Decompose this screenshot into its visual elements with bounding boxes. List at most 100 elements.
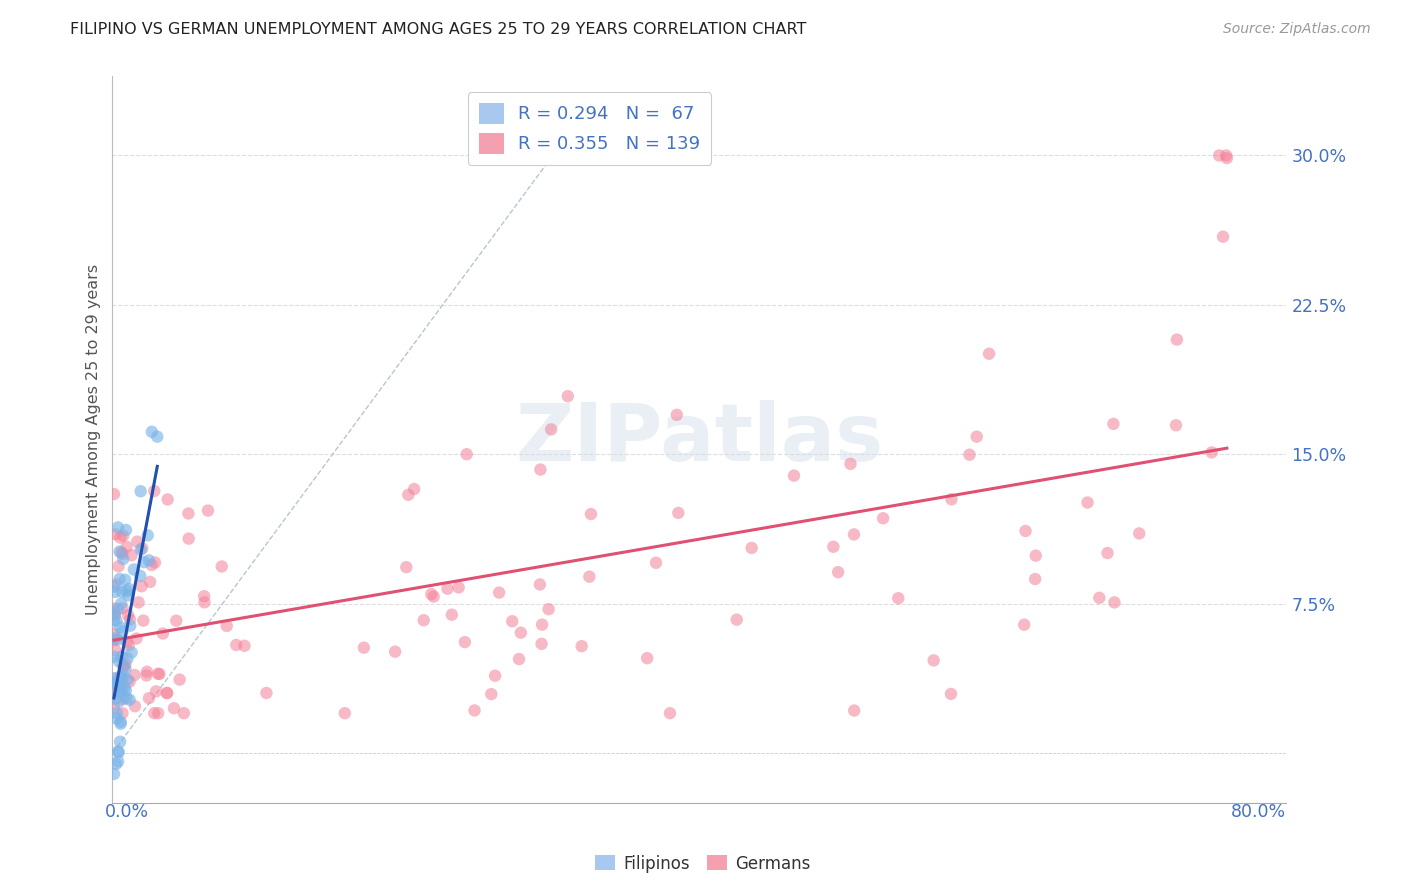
- Point: [141, 425, 163, 439]
- Point: [104, 691, 127, 706]
- Point: [111, 547, 134, 561]
- Point: [111, 624, 134, 639]
- Point: [404, 482, 426, 496]
- Point: [440, 607, 463, 622]
- Point: [115, 584, 138, 599]
- Point: [129, 569, 152, 583]
- Point: [557, 389, 579, 403]
- Point: [143, 483, 166, 498]
- Point: [108, 654, 131, 668]
- Point: [148, 706, 170, 721]
- Point: [104, 643, 127, 657]
- Point: [454, 635, 477, 649]
- Point: [163, 701, 186, 715]
- Point: [107, 745, 129, 759]
- Point: [124, 699, 146, 714]
- Point: [115, 690, 138, 705]
- Point: [1104, 595, 1126, 609]
- Point: [110, 716, 132, 731]
- Point: [107, 602, 129, 616]
- Point: [872, 511, 894, 525]
- Point: [1014, 524, 1036, 538]
- Point: [128, 595, 150, 609]
- Point: [177, 532, 200, 546]
- Point: [1097, 546, 1119, 560]
- Text: 80.0%: 80.0%: [1232, 803, 1286, 821]
- Point: [105, 614, 128, 628]
- Point: [107, 520, 129, 534]
- Point: [1208, 148, 1230, 162]
- Point: [118, 674, 141, 689]
- Point: [509, 625, 531, 640]
- Point: [104, 527, 127, 541]
- Point: [105, 711, 128, 725]
- Point: [138, 553, 160, 567]
- Point: [844, 704, 866, 718]
- Point: [111, 658, 134, 673]
- Point: [117, 588, 139, 602]
- Point: [108, 694, 131, 708]
- Point: [571, 639, 593, 653]
- Point: [121, 645, 143, 659]
- Point: [103, 649, 125, 664]
- Point: [110, 531, 132, 545]
- Point: [1077, 495, 1099, 509]
- Point: [127, 534, 149, 549]
- Point: [111, 601, 134, 615]
- Point: [645, 556, 668, 570]
- Point: [479, 687, 502, 701]
- Point: [939, 687, 962, 701]
- Point: [501, 615, 523, 629]
- Point: [103, 614, 125, 628]
- Point: [887, 591, 910, 606]
- Point: [665, 408, 688, 422]
- Point: [537, 602, 560, 616]
- Point: [120, 618, 142, 632]
- Point: [104, 677, 127, 691]
- Point: [114, 573, 136, 587]
- Point: [141, 558, 163, 572]
- Point: [111, 706, 134, 721]
- Point: [136, 528, 159, 542]
- Point: [1025, 549, 1047, 563]
- Point: [112, 552, 135, 566]
- Point: [420, 587, 443, 601]
- Point: [107, 670, 129, 684]
- Point: [103, 487, 125, 501]
- Point: [488, 585, 510, 599]
- Point: [118, 582, 141, 596]
- Point: [104, 607, 127, 622]
- Point: [125, 632, 148, 646]
- Point: [839, 457, 862, 471]
- Point: [156, 686, 179, 700]
- Point: [136, 665, 159, 679]
- Point: [131, 579, 153, 593]
- Point: [1166, 333, 1188, 347]
- Point: [666, 506, 689, 520]
- Point: [456, 447, 478, 461]
- Point: [783, 468, 806, 483]
- Point: [111, 678, 134, 692]
- Point: [529, 577, 551, 591]
- Point: [1201, 445, 1223, 459]
- Point: [103, 627, 125, 641]
- Point: [108, 685, 131, 699]
- Point: [741, 541, 763, 555]
- Point: [353, 640, 375, 655]
- Point: [1102, 417, 1125, 431]
- Point: [1128, 526, 1150, 541]
- Point: [484, 669, 506, 683]
- Point: [114, 662, 136, 676]
- Point: [112, 692, 135, 706]
- Point: [103, 606, 125, 620]
- Point: [110, 685, 132, 699]
- Point: [107, 679, 129, 693]
- Point: [103, 633, 125, 648]
- Point: [115, 634, 138, 648]
- Y-axis label: Unemployment Among Ages 25 to 29 years: Unemployment Among Ages 25 to 29 years: [86, 264, 101, 615]
- Point: [143, 706, 166, 721]
- Point: [104, 681, 127, 696]
- Point: [173, 706, 195, 721]
- Point: [117, 673, 139, 687]
- Point: [148, 667, 170, 681]
